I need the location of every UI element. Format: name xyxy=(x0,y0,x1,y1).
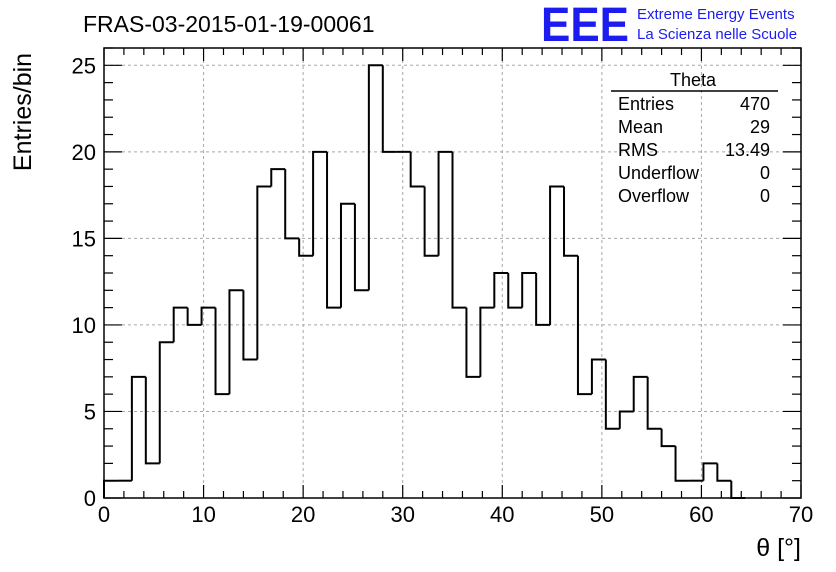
x-tick-label: 10 xyxy=(191,502,215,527)
histogram-bin xyxy=(479,306,495,377)
histogram-bin xyxy=(228,289,244,395)
x-axis-label: θ [°] xyxy=(756,534,801,562)
stats-label: Underflow xyxy=(618,163,700,183)
histogram-bin xyxy=(465,307,481,378)
eee-logo: EEE Extreme Energy Events La Scienza nel… xyxy=(541,0,797,52)
histogram-bin xyxy=(270,168,286,187)
histogram-bin xyxy=(674,446,690,482)
chart-title: FRAS-03-2015-01-19-00061 xyxy=(83,11,375,37)
histogram-bin xyxy=(381,65,397,153)
histogram-bin xyxy=(298,238,314,257)
y-tick-label: 5 xyxy=(84,399,96,424)
logo-mark: EEE xyxy=(541,0,629,52)
histogram-bin xyxy=(730,480,746,499)
histogram-bin xyxy=(535,273,551,326)
x-tick-label: 20 xyxy=(291,502,315,527)
histogram-bin xyxy=(563,186,578,257)
y-tick-label: 25 xyxy=(72,53,96,78)
histogram-bin xyxy=(660,428,676,448)
stats-value: 470 xyxy=(740,94,770,114)
y-axis-label: Entries/bin xyxy=(9,53,37,171)
histogram-bin xyxy=(186,307,202,326)
stats-value: 0 xyxy=(760,186,770,206)
stats-label: Mean xyxy=(618,117,663,137)
histogram-bin xyxy=(367,64,383,291)
logo-line2: La Scienza nelle Scuole xyxy=(637,26,797,43)
histogram-bin xyxy=(576,255,592,396)
y-tick-label: 0 xyxy=(84,486,96,511)
histogram-bin xyxy=(646,376,662,430)
x-tick-label: 30 xyxy=(390,502,414,527)
histogram-bin xyxy=(242,290,258,361)
histogram-bin xyxy=(618,410,634,429)
histogram-bin xyxy=(507,273,523,309)
stats-label: Entries xyxy=(618,94,674,114)
histogram-bin xyxy=(144,376,160,465)
histogram-bin xyxy=(493,272,509,308)
histogram-bin xyxy=(604,359,620,430)
stats-value: 29 xyxy=(750,117,770,137)
stats-label: RMS xyxy=(618,140,658,160)
logo-line1: Extreme Energy Events xyxy=(637,6,795,23)
histogram-bars xyxy=(103,64,746,499)
x-tick-label: 70 xyxy=(789,502,813,527)
stats-value: 13.49 xyxy=(725,140,770,160)
histogram-bin xyxy=(103,479,118,498)
x-tick-label: 60 xyxy=(689,502,713,527)
histogram-bin xyxy=(549,185,565,325)
histogram-bin xyxy=(312,150,328,256)
histogram-bin xyxy=(326,151,341,309)
histogram-bin xyxy=(437,150,453,256)
x-tick-label: 0 xyxy=(98,502,110,527)
histogram-bin xyxy=(716,463,732,482)
stats-value: 0 xyxy=(760,163,770,183)
stats-label: Overflow xyxy=(618,186,690,206)
y-tick-label: 15 xyxy=(72,226,96,251)
histogram-bin xyxy=(200,306,216,325)
histogram-bin xyxy=(353,203,369,292)
histogram-bin xyxy=(158,341,174,464)
axes xyxy=(103,47,802,499)
histogram-bin xyxy=(702,462,718,481)
histogram-bin xyxy=(632,375,648,412)
stats-box: Theta Entries 470 Mean 29 RMS 13.49 Underflow 0… xyxy=(611,70,778,206)
histogram-bin xyxy=(423,186,439,257)
histogram-bin xyxy=(130,375,146,481)
histogram-bin xyxy=(521,272,537,308)
histogram-bin xyxy=(214,307,230,396)
x-tick-label: 50 xyxy=(590,502,614,527)
histogram-bin xyxy=(339,202,355,308)
histogram-bin xyxy=(172,306,188,343)
histogram-bin xyxy=(284,169,300,240)
histogram-bin xyxy=(451,151,467,309)
tick-labels: 0 10 20 30 40 50 60 70 0 5 10 15 20 25 xyxy=(72,53,814,527)
x-tick-label: 40 xyxy=(490,502,514,527)
stats-title: Theta xyxy=(670,70,717,90)
histogram-bin xyxy=(590,358,606,395)
histogram-bin xyxy=(409,151,425,188)
y-tick-label: 20 xyxy=(72,140,96,165)
histogram-bin xyxy=(256,185,272,360)
y-tick-label: 10 xyxy=(72,313,96,338)
